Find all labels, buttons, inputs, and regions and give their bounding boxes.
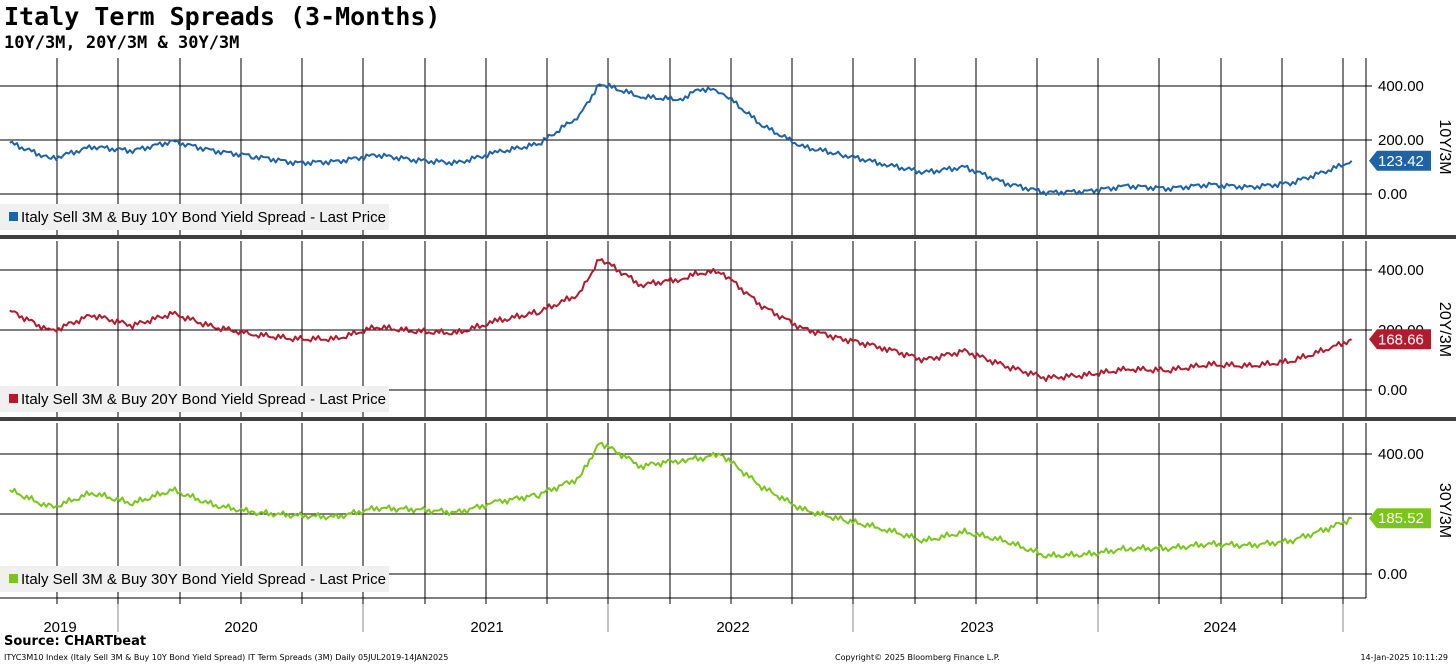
legend-swatch [9, 212, 18, 221]
last-value-badge [1369, 508, 1431, 529]
last-value-label: 168.66 [1378, 331, 1424, 348]
y-tick-label: 0.00 [1378, 186, 1407, 203]
x-tick-label: 2023 [960, 619, 993, 632]
series-line [9, 82, 1353, 196]
y-tick-label: 0.00 [1378, 382, 1407, 399]
last-value-badge [1369, 329, 1431, 350]
y-tick-label: 200.00 [1378, 132, 1424, 149]
chart-title: Italy Term Spreads (3-Months) [4, 2, 441, 31]
x-tick-label: 2019 [43, 619, 76, 632]
chart-area: 0.00 200.00 400.00 123.42 10Y/3M Italy Sell 3… [0, 58, 1456, 632]
x-tick-label: 2024 [1203, 619, 1236, 632]
y-axis-title: 20Y/3M [1436, 302, 1453, 357]
series-line [9, 441, 1352, 559]
legend-swatch [9, 574, 18, 583]
last-value-label: 185.52 [1378, 510, 1424, 527]
footer-timestamp: 14-Jan-2025 10:11:29 [1360, 653, 1448, 662]
legend-label: Italy Sell 3M & Buy 20Y Bond Yield Sprea… [21, 391, 386, 408]
last-value-label: 123.42 [1378, 153, 1424, 170]
y-tick-label: 0.00 [1378, 566, 1407, 583]
legend-label: Italy Sell 3M & Buy 30Y Bond Yield Sprea… [21, 571, 386, 588]
source-note: Source: CHARTbeat [4, 634, 147, 649]
y-tick-label: 400.00 [1378, 262, 1424, 279]
y-axis-title: 30Y/3M [1436, 483, 1453, 538]
footer-copyright: Copyright© 2025 Bloomberg Finance L.P. [835, 653, 1000, 662]
panel-separator [0, 417, 1456, 421]
legend-box [0, 204, 389, 230]
footer-left: ITYC3M10 Index (Italy Sell 3M & Buy 10Y … [4, 653, 449, 662]
legend-swatch [9, 394, 18, 403]
y-tick-label: 400.00 [1378, 78, 1424, 95]
series-line [9, 258, 1352, 382]
x-tick-label: 2022 [716, 619, 749, 632]
legend-box [0, 566, 389, 592]
x-tick-label: 2020 [224, 619, 257, 632]
y-axis-title: 10Y/3M [1436, 119, 1453, 174]
y-tick-label: 400.00 [1378, 446, 1424, 463]
chart-subtitle: 10Y/3M, 20Y/3M & 30Y/3M [4, 33, 240, 53]
legend-box [0, 386, 389, 412]
last-value-badge [1369, 150, 1431, 171]
legend-label: Italy Sell 3M & Buy 10Y Bond Yield Sprea… [21, 209, 386, 226]
x-tick-label: 2021 [470, 619, 503, 632]
panel-separator [0, 235, 1456, 239]
